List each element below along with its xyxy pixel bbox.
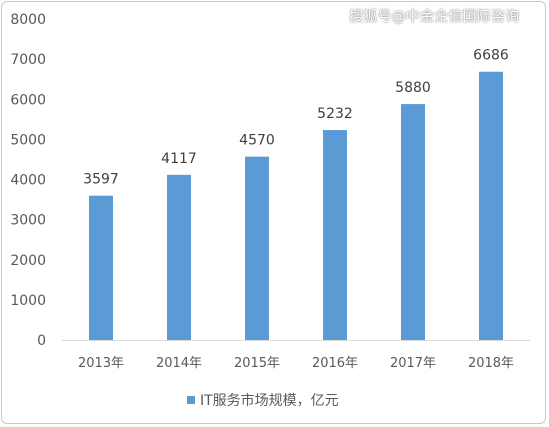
x-tick-label: 2014年 (156, 356, 202, 371)
data-label: 4117 (161, 151, 197, 167)
data-label: 4570 (239, 133, 275, 149)
y-tick-label: 1000 (10, 293, 46, 309)
y-tick-label: 2000 (10, 253, 46, 269)
data-label: 5880 (395, 80, 431, 96)
y-tick-label: 8000 (10, 12, 46, 28)
data-label: 5232 (317, 106, 353, 122)
bar (401, 104, 425, 340)
bar (479, 71, 503, 341)
legend-label: IT服务市场规模，亿元 (200, 392, 339, 409)
x-tick-label: 2017年 (390, 356, 436, 371)
y-tick-label: 4000 (10, 173, 46, 189)
y-tick-label: 0 (37, 333, 46, 349)
y-tick-label: 3000 (10, 213, 46, 229)
x-tick-label: 2013年 (78, 356, 124, 371)
y-axis-labels: 0 1000 2000 3000 4000 5000 6000 7000 8000 (10, 12, 46, 349)
x-tick-label: 2016年 (312, 356, 358, 371)
y-tick-label: 7000 (10, 52, 46, 68)
legend: IT服务市场规模，亿元 (187, 392, 339, 409)
data-label: 6686 (473, 48, 509, 64)
x-tick-label: 2015年 (234, 356, 280, 371)
bar (89, 195, 113, 340)
data-label: 3597 (83, 172, 119, 188)
bars (89, 71, 503, 341)
legend-swatch (187, 396, 195, 404)
y-tick-label: 5000 (10, 132, 46, 148)
x-tick-label: 2018年 (468, 356, 514, 371)
watermark-text: 搜狐号@中金企信国际咨询 (349, 9, 520, 25)
y-tick-label: 6000 (10, 92, 46, 108)
bar (167, 174, 191, 340)
data-labels: 3597 4117 4570 5232 5880 6686 (83, 48, 509, 188)
bar (323, 130, 347, 340)
bar (245, 156, 269, 340)
x-axis-labels: 2013年 2014年 2015年 2016年 2017年 2018年 (78, 356, 514, 371)
